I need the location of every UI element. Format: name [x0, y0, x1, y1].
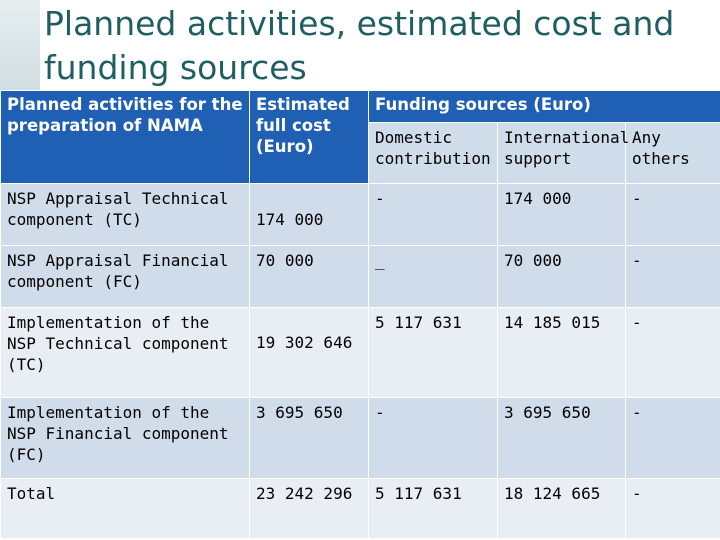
- cost-cell: 3 695 650: [249, 397, 369, 479]
- activity-cell: Implementation of the NSP Technical comp…: [0, 307, 250, 398]
- domestic-cell: 5 117 631: [368, 478, 498, 539]
- header-others: Any others: [624, 122, 720, 184]
- others-cell: -: [624, 397, 720, 479]
- cost-value: 174 000: [256, 210, 324, 229]
- header-international: International support: [497, 122, 629, 184]
- cost-value: 19 302 646: [256, 333, 353, 352]
- table-row: NSP Appraisal Financial component (FC) 7…: [0, 245, 720, 308]
- international-cell: 174 000: [497, 183, 626, 246]
- decorative-bar: [0, 0, 40, 95]
- cost-cell: 19 302 646: [249, 307, 369, 398]
- activity-cell: NSP Appraisal Financial component (FC): [0, 245, 250, 308]
- domestic-cell: _: [368, 245, 498, 308]
- table-row: Implementation of the NSP Financial comp…: [0, 397, 720, 479]
- cost-cell: 174 000: [249, 183, 369, 246]
- page-title: Planned activities, estimated cost and f…: [44, 4, 675, 87]
- cost-cell: 70 000: [249, 245, 369, 308]
- domestic-cell: -: [368, 397, 498, 479]
- domestic-cell: 5 117 631: [368, 307, 498, 398]
- table-row-total: Total 23 242 296 5 117 631 18 124 665 -: [0, 478, 720, 539]
- activity-cell: NSP Appraisal Technical component (TC): [0, 183, 250, 246]
- header-domestic: Domestic contribution: [368, 122, 498, 184]
- table-row: NSP Appraisal Technical component (TC) 1…: [0, 183, 720, 246]
- others-cell: -: [624, 183, 720, 246]
- international-cell: 70 000: [497, 245, 626, 308]
- funding-table: Planned activities for the preparation o…: [0, 90, 720, 539]
- header-activities: Planned activities for the preparation o…: [0, 90, 250, 184]
- international-cell: 18 124 665: [497, 478, 626, 539]
- domestic-cell: -: [368, 183, 498, 246]
- header-funding: Funding sources (Euro): [367, 90, 720, 123]
- international-cell: 14 185 015: [497, 307, 626, 398]
- activity-cell: Implementation of the NSP Financial comp…: [0, 397, 250, 479]
- others-cell: -: [624, 245, 720, 308]
- others-cell: -: [624, 478, 720, 539]
- activity-cell: Total: [0, 478, 250, 539]
- table-row: Implementation of the NSP Technical comp…: [0, 307, 720, 398]
- cost-cell: 23 242 296: [249, 478, 369, 539]
- international-cell: 3 695 650: [497, 397, 626, 479]
- others-cell: -: [624, 307, 720, 398]
- header-cost: Estimated full cost (Euro): [249, 90, 369, 184]
